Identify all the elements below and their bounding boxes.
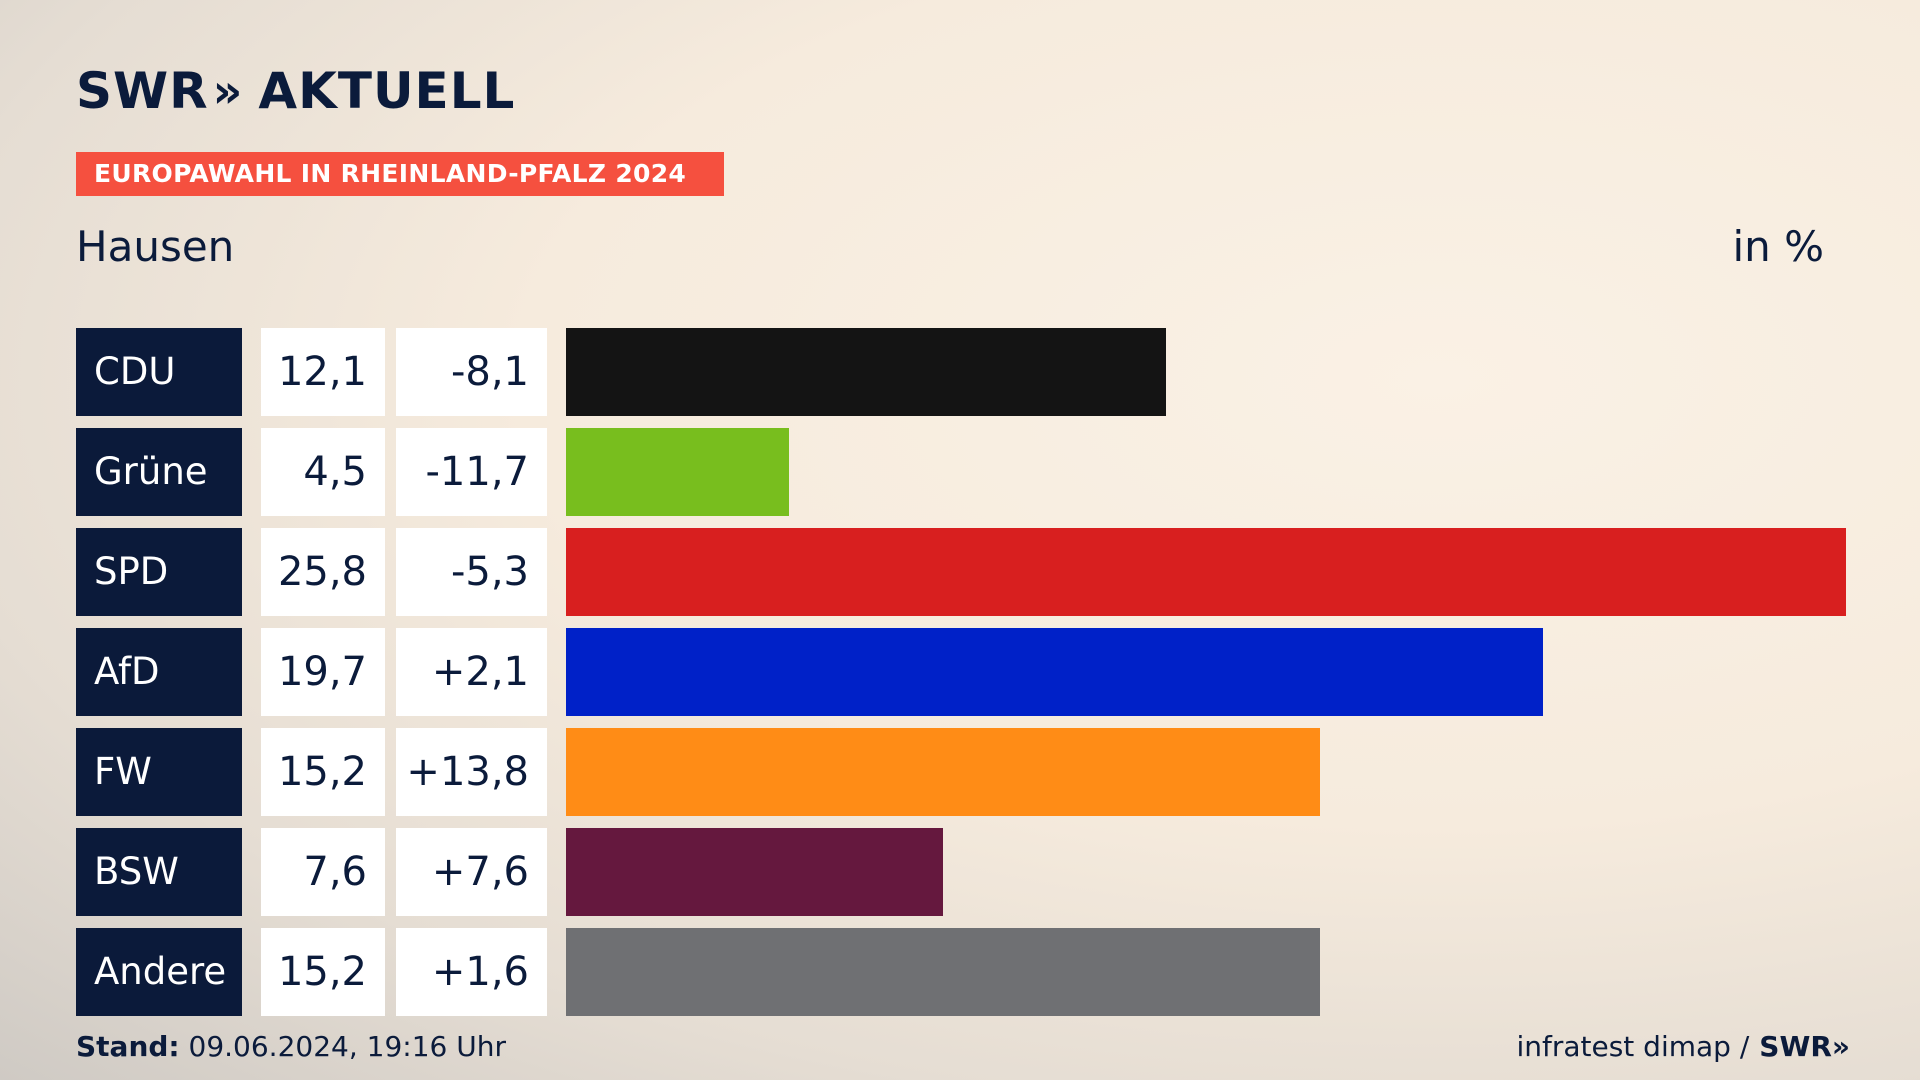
vote-share-value: 15,2 <box>261 728 385 816</box>
result-bar <box>566 928 1320 1016</box>
vote-share-value: 25,8 <box>261 528 385 616</box>
logo-aktuell: AKTUELL <box>258 62 516 120</box>
result-bar <box>566 428 789 516</box>
vote-change-value: +7,6 <box>396 828 547 916</box>
vote-change-value: +2,1 <box>396 628 547 716</box>
region-title: Hausen <box>76 222 235 271</box>
party-label: AfD <box>76 628 242 716</box>
vote-share-value: 12,1 <box>261 328 385 416</box>
party-label: SPD <box>76 528 242 616</box>
logo-chevron-icon: » <box>212 64 243 118</box>
source-credit: infratest dimap / SWR» <box>1516 1030 1850 1063</box>
party-label: Grüne <box>76 428 242 516</box>
result-bar <box>566 528 1846 616</box>
unit-label: in % <box>1732 222 1824 271</box>
timestamp: Stand: 09.06.2024, 19:16 Uhr <box>76 1030 506 1063</box>
result-bar <box>566 628 1543 716</box>
stand-value: 09.06.2024, 19:16 Uhr <box>179 1030 506 1063</box>
party-label: CDU <box>76 328 242 416</box>
vote-change-value: +1,6 <box>396 928 547 1016</box>
result-bar <box>566 728 1320 816</box>
vote-change-value: +13,8 <box>396 728 547 816</box>
vote-share-value: 15,2 <box>261 928 385 1016</box>
vote-change-value: -5,3 <box>396 528 547 616</box>
result-bar <box>566 828 943 916</box>
party-label: BSW <box>76 828 242 916</box>
party-label: FW <box>76 728 242 816</box>
party-label: Andere <box>76 928 242 1016</box>
logo-swr: SWR <box>76 62 209 120</box>
source-swr-logo: SWR» <box>1759 1030 1850 1063</box>
stand-label: Stand: <box>76 1030 180 1063</box>
source-text: infratest dimap / <box>1516 1030 1750 1063</box>
vote-share-value: 4,5 <box>261 428 385 516</box>
vote-change-value: -11,7 <box>396 428 547 516</box>
swr-aktuell-logo: SWR » AKTUELL <box>76 62 515 120</box>
vote-share-value: 7,6 <box>261 828 385 916</box>
source-chevron-icon: » <box>1831 1030 1850 1063</box>
election-banner: EUROPAWAHL IN RHEINLAND-PFALZ 2024 <box>76 152 724 196</box>
vote-change-value: -8,1 <box>396 328 547 416</box>
result-bar <box>566 328 1166 416</box>
vote-share-value: 19,7 <box>261 628 385 716</box>
